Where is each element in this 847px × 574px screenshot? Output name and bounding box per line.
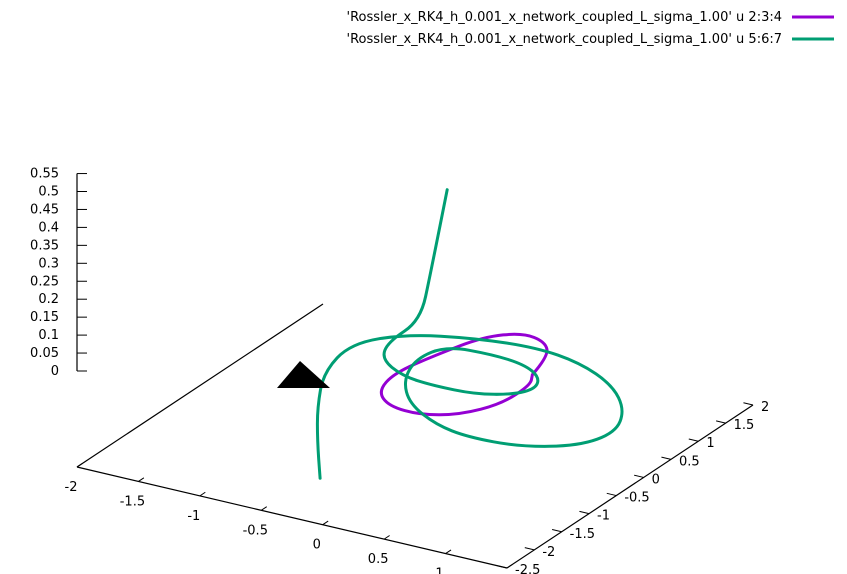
y-tick-label: -2.5 (515, 563, 540, 574)
y-tick-label: -0.5 (624, 491, 649, 506)
y-tick-label: 1 (706, 436, 714, 451)
y-tick-label: -1 (597, 509, 610, 524)
x-tick-label: 1 (435, 567, 443, 574)
x-tick-label: 0 (313, 538, 321, 553)
z-tick-label: 0.55 (30, 167, 59, 182)
chart-legend: 'Rossler_x_RK4_h_0.001_x_network_coupled… (347, 10, 834, 47)
y-tick (524, 547, 535, 551)
y-tick-label: 0.5 (679, 454, 700, 469)
legend-label-1: 'Rossler_x_RK4_h_0.001_x_network_coupled… (347, 10, 783, 25)
y-tick-label: -2 (542, 545, 555, 560)
x-tick-label: 0.5 (368, 552, 389, 567)
z-tick-label: 0 (51, 364, 59, 379)
base-back-edge (76, 303, 324, 468)
z-tick-label: 0.5 (38, 185, 59, 200)
legend-label-2: 'Rossler_x_RK4_h_0.001_x_network_coupled… (347, 32, 783, 47)
y-tick-label: -1.5 (570, 527, 595, 542)
x-axis-line (76, 466, 508, 569)
z-tick-label: 0.1 (38, 328, 59, 343)
x-tick (199, 491, 206, 497)
chart-ticks: -2-1.5-1-0.500.511.5-2.5-2-1.5-1-0.500.5… (30, 167, 769, 574)
z-tick-label: 0.45 (30, 202, 59, 217)
z-tick-label: 0.2 (38, 292, 59, 307)
x-tick-label: -2 (65, 480, 78, 495)
mouse-pointer-icon (277, 361, 330, 388)
y-tick (661, 456, 672, 460)
x-tick (76, 462, 83, 468)
x-tick (322, 520, 329, 526)
z-tick-label: 0.15 (30, 310, 59, 325)
z-tick-label: 0.3 (38, 256, 59, 271)
y-axis-line (506, 404, 754, 569)
chart-series (315, 188, 624, 480)
chart-axes (76, 173, 754, 569)
x-tick (506, 563, 513, 569)
x-tick (445, 549, 452, 554)
x-tick (138, 477, 145, 482)
y-tick (606, 492, 617, 497)
z-tick-label: 0.25 (30, 274, 59, 289)
x-tick-label: -1.5 (120, 494, 145, 509)
y-tick (579, 510, 590, 515)
z-tick-label: 0.4 (38, 220, 59, 235)
z-tick-label: 0.05 (30, 346, 59, 361)
x-tick (383, 535, 390, 540)
x-tick (261, 506, 268, 511)
y-tick-label: 2 (761, 400, 769, 415)
x-tick-label: -0.5 (243, 523, 268, 538)
y-tick (688, 438, 699, 442)
series-line-1 (379, 332, 549, 417)
y-tick (633, 474, 644, 478)
y-tick (743, 402, 754, 406)
y-tick (497, 565, 508, 569)
y-tick (715, 420, 726, 424)
y-tick (551, 529, 562, 533)
y-tick-label: 1.5 (734, 418, 755, 433)
series-line-2 (315, 188, 624, 480)
y-tick-label: 0 (652, 472, 660, 487)
x-tick-label: -1 (187, 509, 200, 524)
z-tick-label: 0.35 (30, 238, 59, 253)
